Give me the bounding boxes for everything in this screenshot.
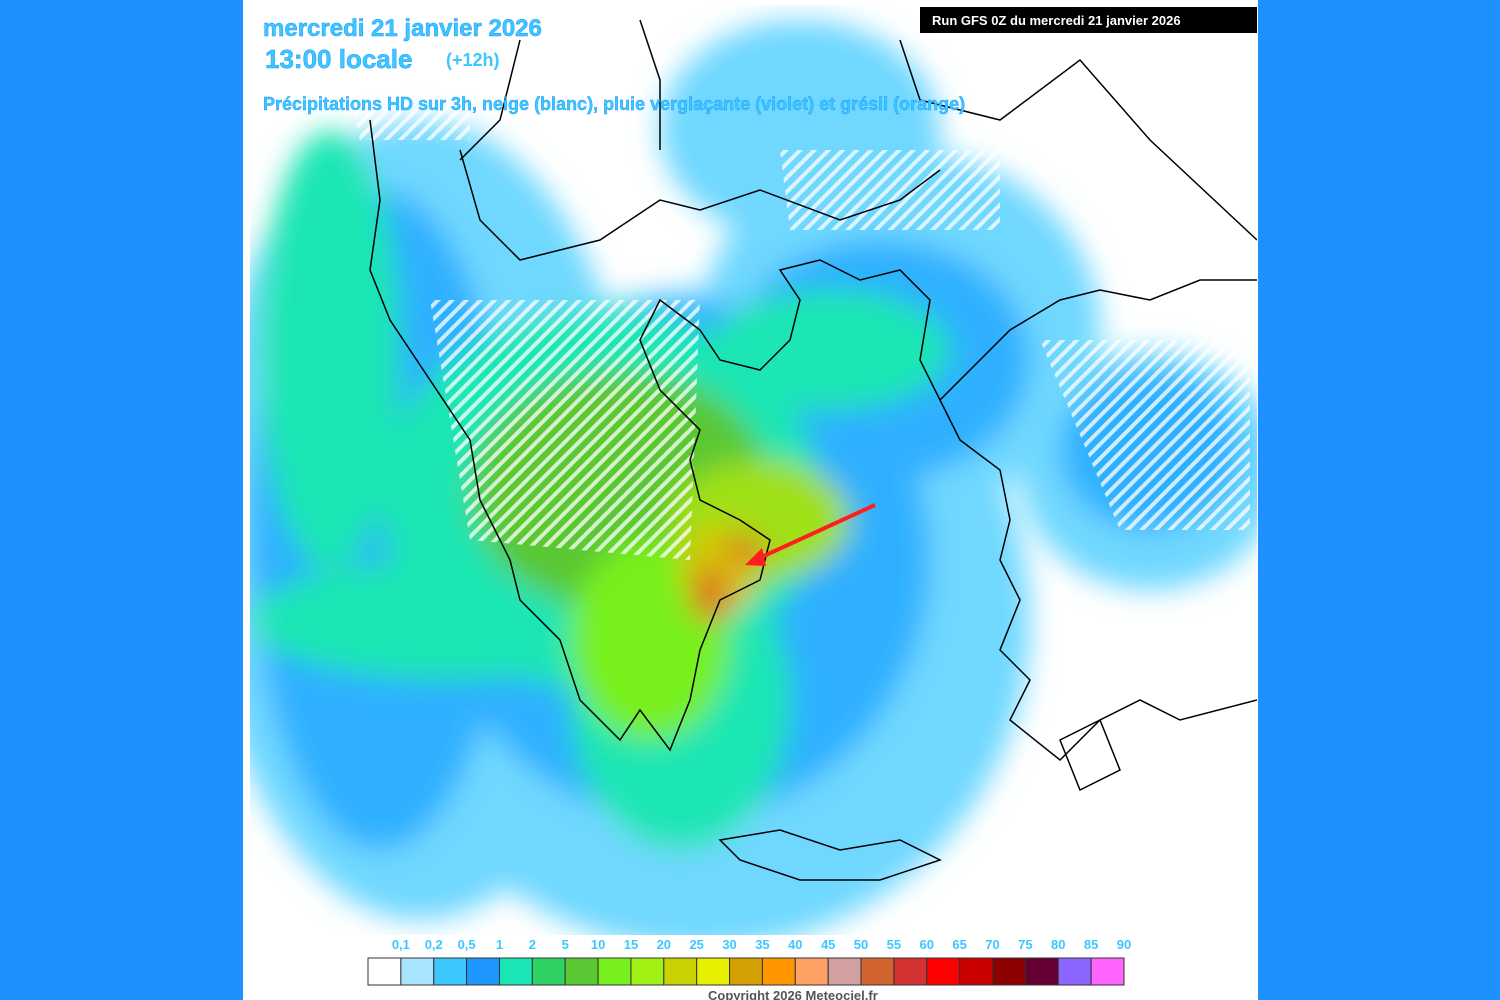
date: mercredi 21 janvier 2026 xyxy=(263,15,542,42)
coastlines xyxy=(369,19,1257,881)
legend-swatch xyxy=(1090,957,1125,986)
legend-label: 80 xyxy=(1051,937,1065,952)
legend: 0,1 0,2 0,5 1 2 5 10 15 20 25 30 35 40 45 50 55 60 65 70 75… xyxy=(367,937,1131,986)
description: Précipitations HD sur 3h, neige (blanc),… xyxy=(263,94,965,114)
run-box xyxy=(920,7,1257,33)
legend-label: 2 xyxy=(529,937,536,952)
legend-swatch xyxy=(893,957,928,986)
legend-swatch xyxy=(1057,957,1092,986)
legend-swatch xyxy=(860,957,895,986)
legend-swatch xyxy=(696,957,731,986)
legend-swatch xyxy=(433,957,468,986)
legend-swatch xyxy=(597,957,632,986)
legend-label: 50 xyxy=(854,937,868,952)
arrow xyxy=(754,503,876,562)
legend-label: 0,1 xyxy=(392,937,410,952)
legend-label: 20 xyxy=(657,937,671,952)
legend-swatch xyxy=(400,957,435,986)
legend-swatch xyxy=(827,957,862,986)
legend-label: 0,2 xyxy=(425,937,443,952)
legend-label: 0,5 xyxy=(458,937,476,952)
legend-swatch xyxy=(959,957,994,986)
legend-label: 60 xyxy=(920,937,934,952)
legend-swatch xyxy=(926,957,961,986)
legend-label: 75 xyxy=(1018,937,1032,952)
legend-label: 65 xyxy=(952,937,966,952)
legend-label: 70 xyxy=(985,937,999,952)
legend-swatch xyxy=(992,957,1026,986)
legend-swatch xyxy=(367,957,402,986)
offset: (+12h) xyxy=(446,50,500,70)
legend-swatch xyxy=(498,957,533,986)
legend-label: 30 xyxy=(722,937,736,952)
legend-label: 40 xyxy=(788,937,802,952)
legend-swatch xyxy=(630,957,665,986)
legend-swatch xyxy=(564,957,599,986)
legend-label: 90 xyxy=(1117,937,1131,952)
legend-label: 45 xyxy=(821,937,835,952)
legend-label: 10 xyxy=(591,937,605,952)
legend-swatch xyxy=(531,957,566,986)
legend-swatch xyxy=(761,957,796,986)
legend-label: 55 xyxy=(887,937,901,952)
time: 13:00 locale xyxy=(265,44,412,74)
legend-label: 5 xyxy=(562,937,569,952)
legend-swatch xyxy=(729,957,763,986)
legend-label: 1 xyxy=(496,937,503,952)
copyright: Copyright 2026 Meteociel.fr xyxy=(708,988,878,1000)
legend-swatch xyxy=(466,957,500,986)
legend-label: 25 xyxy=(689,937,703,952)
legend-swatch xyxy=(663,957,698,986)
arrow-head xyxy=(745,548,766,566)
legend-label: 35 xyxy=(755,937,769,952)
legend-swatch xyxy=(794,957,829,986)
precipitation-field xyxy=(250,5,1257,935)
legend-swatch xyxy=(1024,957,1059,986)
legend-label: 85 xyxy=(1084,937,1098,952)
legend-label: 15 xyxy=(624,937,638,952)
run-label: Run GFS 0Z du mercredi 21 janvier 2026 xyxy=(932,13,1181,28)
